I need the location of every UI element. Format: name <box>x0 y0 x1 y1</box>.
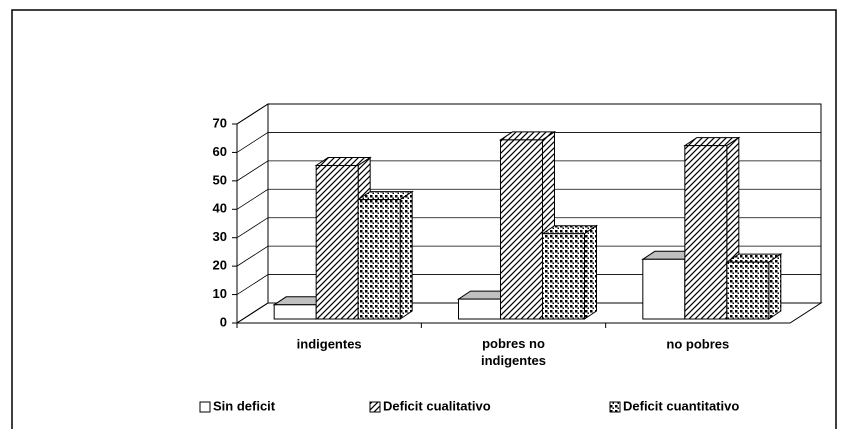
y-tick-label: 60 <box>213 144 227 159</box>
bar-side <box>768 253 782 320</box>
grid-line <box>236 132 821 153</box>
bar-front <box>542 233 585 320</box>
bar <box>540 224 599 320</box>
legend-label: Deficit cuantitativo <box>623 398 739 413</box>
bar-front <box>458 298 501 320</box>
grid-line <box>236 188 821 210</box>
grid-line <box>236 160 821 182</box>
x-tick-label: no pobres <box>666 336 729 351</box>
grid-line <box>236 103 821 125</box>
x-tick-label: indigentes <box>297 336 362 351</box>
y-tick-label: 40 <box>213 201 227 216</box>
legend-label: Sin deficit <box>213 398 276 413</box>
x-tick-label: pobres no indigentes <box>481 336 546 368</box>
y-tick-label: 70 <box>213 115 227 130</box>
bar-front <box>642 258 686 320</box>
bar-front <box>315 164 359 320</box>
bar-front <box>273 304 317 320</box>
legend-swatch <box>199 401 211 413</box>
y-tick-label: 20 <box>213 258 227 273</box>
bar-front <box>500 139 543 320</box>
x-tick-label-line: indigentes <box>481 353 546 368</box>
y-tick-label: 30 <box>213 229 227 244</box>
frame <box>11 9 837 429</box>
bar-front <box>684 145 728 320</box>
bar-side <box>399 190 413 320</box>
grid-line <box>236 217 821 239</box>
bar-front <box>726 261 770 320</box>
legend-swatch <box>369 401 381 413</box>
bar-front <box>357 199 401 320</box>
y-tick-label: 0 <box>220 314 227 329</box>
grid-line <box>236 274 821 295</box>
side-wall <box>236 103 269 324</box>
bar-side <box>584 224 597 320</box>
y-tick-label: 10 <box>213 286 227 301</box>
x-tick-label-line: pobres no <box>482 336 545 351</box>
bar <box>356 190 414 320</box>
grid-line <box>236 302 821 324</box>
grid-line <box>236 245 821 267</box>
legend-label: Deficit cualitativo <box>383 398 491 413</box>
y-tick-label: 50 <box>213 172 227 187</box>
bar <box>683 136 741 320</box>
legend-swatch <box>609 401 621 413</box>
bar <box>725 253 783 320</box>
